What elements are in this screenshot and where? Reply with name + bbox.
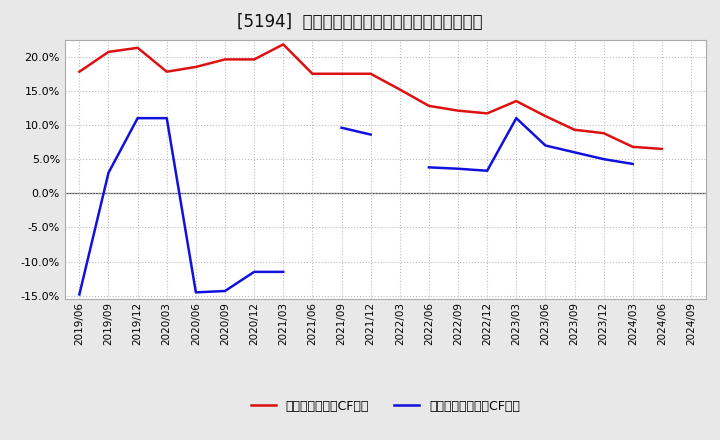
有利子負債営業CF比率: [337, 71, 346, 77]
有利子負債営業CF比率: [250, 57, 258, 62]
有利子負債フリーCF比率: [75, 292, 84, 297]
有利子負債フリーCF比率: [279, 269, 287, 275]
有利子負債営業CF比率: [570, 127, 579, 132]
有利子負債営業CF比率: [75, 69, 84, 74]
有利子負債営業CF比率: [657, 146, 666, 151]
有利子負債営業CF比率: [425, 103, 433, 109]
有利子負債フリーCF比率: [192, 290, 200, 295]
有利子負債営業CF比率: [308, 71, 317, 77]
有利子負債営業CF比率: [454, 108, 462, 113]
有利子負債営業CF比率: [395, 87, 404, 92]
Line: 有利子負債フリーCF比率: 有利子負債フリーCF比率: [79, 118, 283, 294]
有利子負債営業CF比率: [279, 42, 287, 47]
有利子負債営業CF比率: [599, 131, 608, 136]
有利子負債営業CF比率: [192, 64, 200, 70]
有利子負債フリーCF比率: [220, 288, 229, 293]
Text: [5194]  有利子負債キャッシュフロー比率の推移: [5194] 有利子負債キャッシュフロー比率の推移: [237, 13, 483, 31]
Legend: 有利子負債営業CF比率, 有利子負債フリーCF比率: 有利子負債営業CF比率, 有利子負債フリーCF比率: [246, 395, 525, 418]
有利子負債営業CF比率: [366, 71, 375, 77]
Line: 有利子負債営業CF比率: 有利子負債営業CF比率: [79, 44, 662, 149]
有利子負債営業CF比率: [541, 114, 550, 119]
有利子負債営業CF比率: [512, 99, 521, 104]
有利子負債フリーCF比率: [133, 116, 142, 121]
有利子負債フリーCF比率: [250, 269, 258, 275]
有利子負債フリーCF比率: [163, 116, 171, 121]
有利子負債営業CF比率: [483, 111, 492, 116]
有利子負債営業CF比率: [133, 45, 142, 51]
有利子負債フリーCF比率: [104, 170, 113, 176]
有利子負債営業CF比率: [163, 69, 171, 74]
有利子負債営業CF比率: [104, 49, 113, 55]
有利子負債営業CF比率: [220, 57, 229, 62]
有利子負債営業CF比率: [629, 144, 637, 150]
